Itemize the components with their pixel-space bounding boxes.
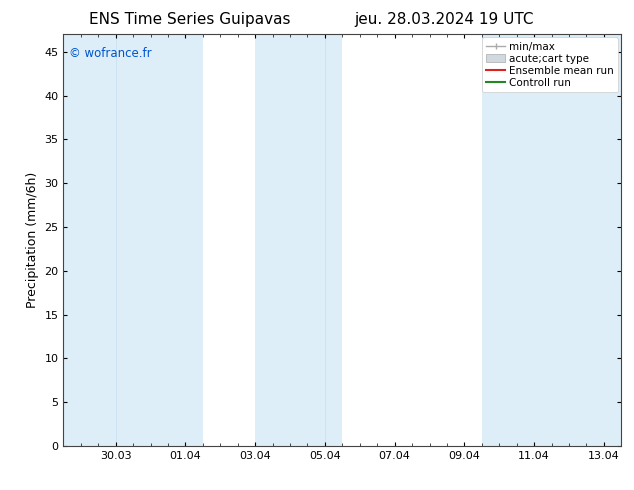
Bar [255,34,342,446]
Text: © wofrance.fr: © wofrance.fr [69,47,152,60]
Bar [63,34,115,446]
Legend: min/max, acute;cart type, Ensemble mean run, Controll run: min/max, acute;cart type, Ensemble mean … [482,37,618,92]
Bar [115,34,203,446]
Text: jeu. 28.03.2024 19 UTC: jeu. 28.03.2024 19 UTC [354,12,534,27]
Y-axis label: Precipitation (mm/6h): Precipitation (mm/6h) [26,172,39,308]
Text: ENS Time Series Guipavas: ENS Time Series Guipavas [89,12,291,27]
Bar [482,34,621,446]
